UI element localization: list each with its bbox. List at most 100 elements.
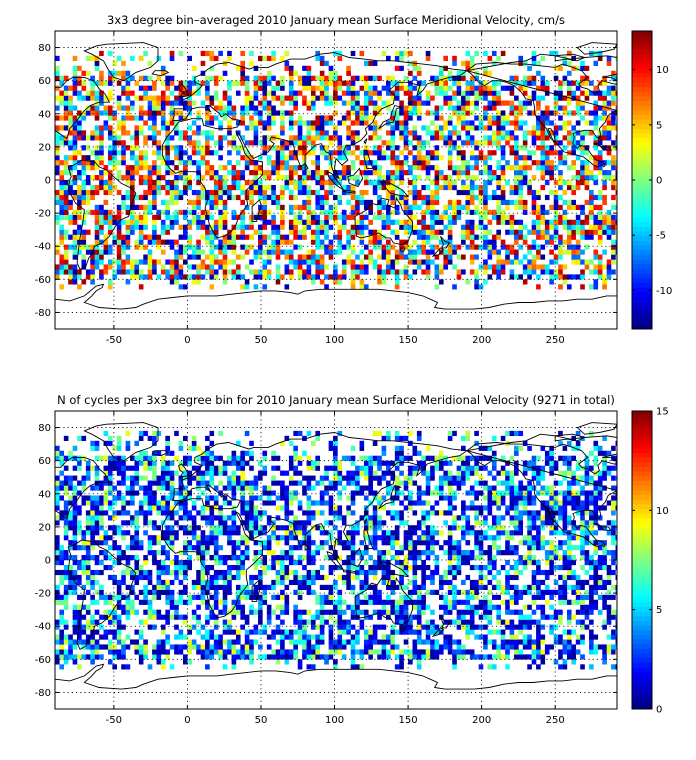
bin-cell (94, 520, 100, 526)
bin-cell (394, 269, 400, 275)
bin-cell (319, 180, 325, 186)
bin-cell (235, 440, 241, 446)
bin-cell (244, 480, 250, 486)
bin-cell (55, 555, 60, 561)
bin-cell (81, 194, 87, 201)
bin-cell (143, 160, 148, 166)
bin-cell (372, 160, 378, 166)
bin-cell (456, 175, 462, 181)
bin-cell (306, 120, 312, 126)
bin-cell (377, 214, 382, 220)
bin-cell (465, 125, 471, 131)
bin-cell (505, 259, 510, 265)
bin-cell (412, 199, 418, 206)
bin-cell (55, 150, 60, 156)
bin-cell (509, 219, 515, 225)
bin-cell (143, 214, 148, 220)
bin-cell (107, 535, 113, 541)
bin-cell (297, 269, 303, 275)
bin-cell (222, 560, 228, 566)
bin-cell (571, 65, 577, 71)
bin-cell (474, 85, 479, 91)
bin-cell (169, 219, 175, 225)
bin-cell (575, 105, 581, 111)
bin-cell (90, 244, 95, 250)
bin-cell (478, 209, 484, 215)
bin-cell (566, 180, 572, 186)
bin-cell (540, 155, 546, 161)
bin-cell (160, 510, 166, 516)
bin-cell (63, 475, 69, 481)
bin-cell (178, 249, 184, 255)
bin-cell (160, 199, 166, 206)
bin-cell (297, 165, 303, 171)
bin-cell (94, 155, 100, 161)
bin-cell (350, 105, 356, 111)
bin-cell (107, 135, 113, 141)
bin-cell (531, 140, 537, 146)
bin-cell (116, 224, 122, 230)
bin-cell (68, 264, 73, 270)
bin-cell (505, 199, 510, 206)
bin-cell (377, 180, 382, 186)
bin-cell (178, 629, 184, 635)
bin-cell (390, 120, 396, 126)
bin-cell (94, 530, 100, 536)
bin-cell (280, 535, 285, 541)
bin-cell (562, 279, 568, 285)
bin-cell (456, 150, 462, 156)
bin-cell (421, 259, 426, 265)
bin-cell (465, 204, 471, 210)
bin-cell (553, 204, 559, 210)
bin-cell (147, 614, 153, 620)
bin-cell (522, 199, 528, 206)
bin-cell (571, 184, 577, 191)
bin-cell (222, 515, 228, 521)
bin-cell (121, 609, 126, 615)
bin-cell (271, 110, 276, 116)
bin-cell (597, 140, 603, 146)
bin-cell (505, 160, 510, 166)
bin-cell (403, 204, 409, 210)
bin-cell (611, 229, 616, 235)
bin-cell (465, 85, 471, 91)
bin-cell (399, 110, 404, 116)
bin-cell (421, 214, 426, 220)
bin-cell (125, 145, 131, 151)
bin-cell (302, 150, 307, 156)
bin-cell (244, 125, 250, 131)
y-tick-label: 60 (38, 76, 51, 87)
bin-cell (253, 639, 259, 645)
bin-cell (355, 105, 360, 111)
bin-cell (152, 170, 157, 176)
bin-cell (85, 90, 91, 96)
bin-cell (337, 150, 343, 156)
bin-cell (85, 545, 91, 551)
bin-cell (165, 515, 170, 521)
bin-cell (386, 80, 391, 86)
bin-cell (284, 145, 290, 151)
bin-cell (249, 525, 254, 531)
bin-cell (152, 505, 157, 511)
bin-cell (566, 120, 572, 126)
bin-cell (191, 100, 197, 106)
bin-cell (147, 485, 153, 491)
bin-cell (205, 445, 210, 451)
bin-cell (165, 530, 170, 536)
bin-cell (496, 145, 501, 151)
bin-cell (156, 500, 162, 506)
bin-cell (143, 654, 148, 660)
bin-cell (107, 619, 113, 625)
bin-cell (271, 500, 276, 506)
bin-cell (558, 219, 563, 225)
bin-cell (452, 140, 457, 146)
bin-cell (253, 269, 259, 275)
bin-cell (227, 170, 232, 176)
bin-cell (262, 450, 268, 456)
bin-cell (222, 199, 228, 206)
bin-cell (209, 269, 215, 275)
bin-cell (116, 480, 122, 486)
bin-cell (147, 579, 153, 586)
bin-cell (187, 105, 193, 111)
bin-cell (174, 274, 179, 280)
